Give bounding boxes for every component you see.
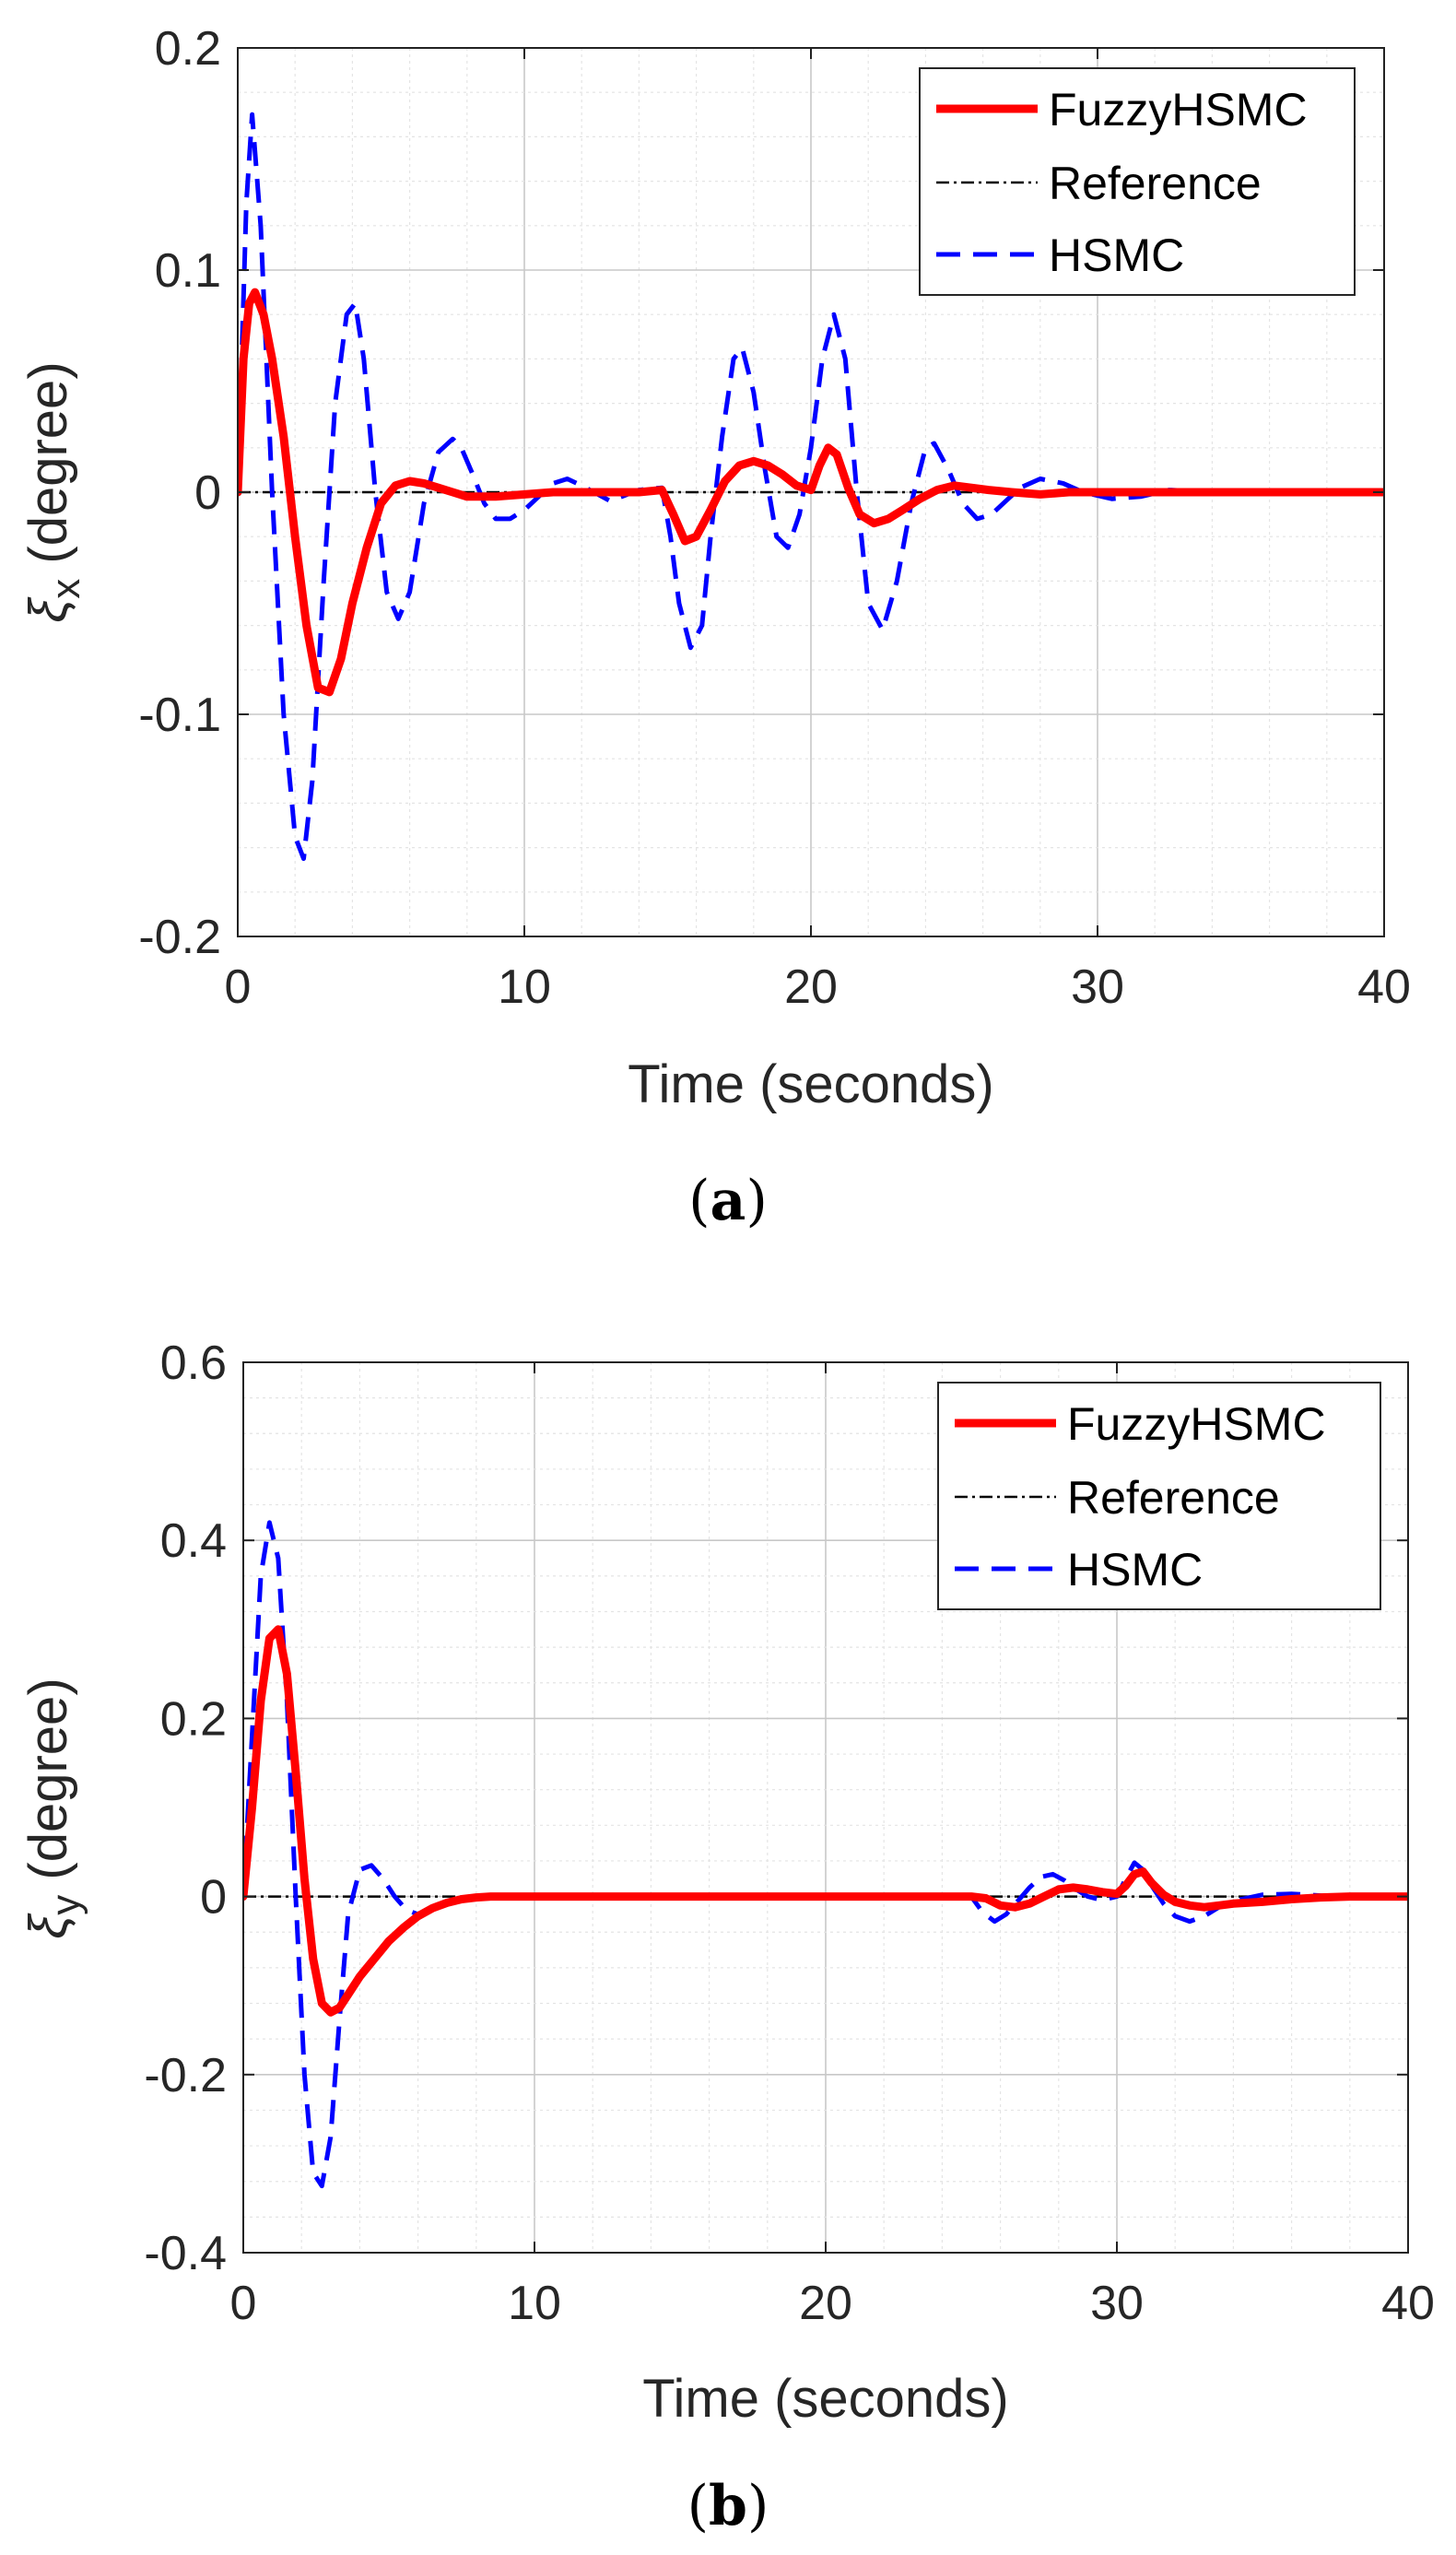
y-axis-symbol: ξ — [18, 596, 78, 623]
y-axis-label: ξx (degree) — [18, 361, 88, 622]
x-tick-label: 20 — [799, 2277, 852, 2330]
legend-label-fuzzyhsmc: FuzzyHSMC — [1067, 1398, 1326, 1450]
x-axis-label: Time (seconds) — [628, 1054, 994, 1114]
x-tick-label: 30 — [1071, 960, 1124, 1014]
panel-label-a: (a) — [688, 1169, 768, 1233]
y-tick-label: 0 — [194, 466, 221, 520]
legend: FuzzyHSMC Reference HSMC — [937, 1382, 1381, 1610]
x-tick-label: 0 — [225, 960, 252, 1014]
legend-label-fuzzyhsmc: FuzzyHSMC — [1049, 84, 1308, 135]
x-tick-label: 30 — [1090, 2277, 1144, 2330]
y-tick-label: -0.4 — [144, 2227, 227, 2280]
x-tick-label: 10 — [508, 2277, 561, 2330]
series-line-fuzzyhsmc — [243, 1625, 1408, 2017]
x-tick-label: 40 — [1381, 2277, 1435, 2330]
y-tick-label: 0.4 — [160, 1514, 227, 1568]
y-axis-unit — [18, 1880, 78, 1895]
panel-label-b: (b) — [687, 2474, 769, 2538]
x-tick-label: 0 — [230, 2277, 257, 2330]
y-tick-label: -0.2 — [144, 2049, 227, 2102]
series-group — [238, 112, 1384, 862]
x-tick-label: 10 — [498, 960, 551, 1014]
tick-labels: 0 10 20 30 40 -0.2 -0.1 0 0.1 0.2 — [138, 22, 1411, 1014]
y-axis-unit-text: (degree) — [18, 1678, 78, 1879]
y-tick-label: -0.2 — [138, 911, 221, 964]
y-tick-label: 0 — [200, 1871, 227, 1925]
panel-letter-b: b — [709, 2474, 747, 2538]
series-group — [243, 1520, 1408, 2189]
y-tick-label: 0.2 — [155, 22, 221, 76]
x-axis-label: Time (seconds) — [642, 2369, 1009, 2429]
y-axis-symbol: ξ — [18, 1913, 78, 1939]
legend-label-hsmc: HSMC — [1049, 230, 1184, 281]
series-line-hsmc — [238, 112, 1384, 862]
y-axis-subscript: y — [43, 1895, 88, 1915]
y-axis-unit-text: (degree) — [18, 361, 78, 563]
y-tick-label: 0.6 — [160, 1336, 227, 1390]
y-tick-label: -0.1 — [138, 689, 221, 742]
y-axis-unit — [18, 564, 78, 579]
chart-panel-b: 0 10 20 30 40 -0.4 -0.2 0 0.2 0.4 0.6 Time (second… — [18, 1336, 1435, 2429]
x-tick-label: 40 — [1357, 960, 1411, 1014]
y-tick-label: 0.2 — [160, 1692, 227, 1746]
y-axis-label: ξy (degree) — [18, 1678, 88, 1938]
y-axis-subscript: x — [43, 579, 88, 599]
x-tick-label: 20 — [784, 960, 838, 1014]
chart-panel-a: 0 10 20 30 40-0.2-0.100.10.2 Time (seconds) … — [18, 22, 1411, 1114]
legend: FuzzyHSMC Reference HSMC — [919, 67, 1356, 296]
legend-label-reference: Reference — [1049, 158, 1262, 209]
series-line-fuzzyhsmc — [238, 288, 1384, 697]
legend-label-reference: Reference — [1067, 1472, 1280, 1524]
legend-label-hsmc: HSMC — [1067, 1544, 1203, 1595]
panel-letter-a: a — [710, 1169, 746, 1233]
tick-labels: 0 10 20 30 40 -0.4 -0.2 0 0.2 0.4 0.6 — [144, 1336, 1435, 2330]
y-tick-label: 0.1 — [155, 244, 221, 298]
